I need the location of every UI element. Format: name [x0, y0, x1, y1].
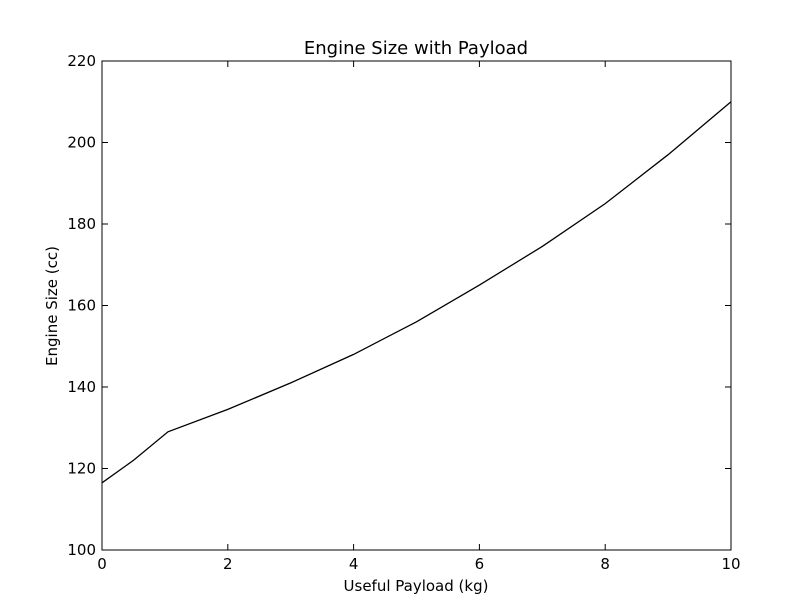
y-tick-label: 200 [67, 134, 96, 152]
chart-title: Engine Size with Payload [304, 38, 528, 59]
x-tick-label: 10 [721, 555, 740, 573]
y-tick-label: 120 [67, 460, 96, 478]
y-tick-label: 140 [67, 378, 96, 396]
series-line [101, 101, 732, 484]
x-tick-label: 8 [600, 555, 610, 573]
x-tick-label: 2 [223, 555, 233, 573]
y-tick-label: 220 [67, 52, 96, 70]
axis-ticks: 0 2 4 6 8 10 100 120 140 160 180 200 220 [67, 52, 740, 573]
y-tick-label: 180 [67, 215, 96, 233]
series-group [101, 101, 732, 484]
y-tick-label: 100 [67, 541, 96, 559]
y-tick-label: 160 [67, 297, 96, 315]
x-tick-label: 0 [97, 555, 107, 573]
y-axis-label: Engine Size (cc) [43, 246, 61, 366]
plot-frame [101, 60, 732, 551]
x-axis-label: Useful Payload (kg) [344, 577, 489, 595]
x-tick-label: 6 [475, 555, 485, 573]
x-tick-label: 4 [349, 555, 359, 573]
